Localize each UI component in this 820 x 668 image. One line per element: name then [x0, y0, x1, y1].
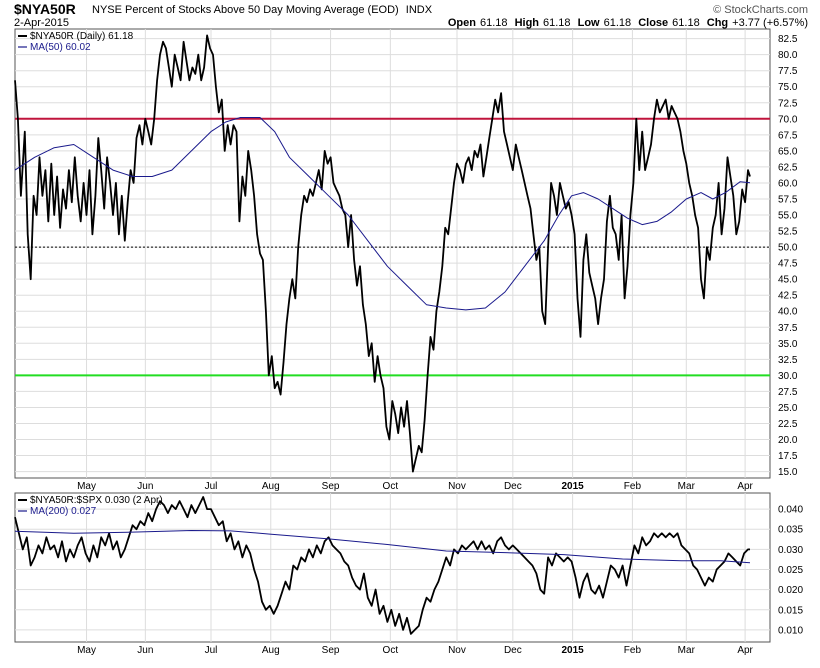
ratio-x-tick-label: Nov: [448, 645, 466, 656]
main-panel: May Jun Jul Aug Sep Oct Nov Dec 2015 Feb Mar Apr 82.…: [14, 28, 798, 492]
brand-watermark: © StockCharts.com: [713, 4, 808, 16]
chart-description: NYSE Percent of Stocks Above 50 Day Movi…: [92, 4, 432, 16]
close-label: Close: [638, 17, 669, 29]
main-series-ma: [14, 117, 751, 311]
quote-summary: Open 61.18 High 61.18 Low 61.18 Close 61.18 …: [444, 17, 808, 29]
main-y-tick-label: 52.5: [778, 227, 798, 238]
main-y-tick-label: 77.5: [778, 66, 798, 77]
high-value: 61.18: [543, 17, 571, 29]
main-y-tick-label: 80.0: [778, 50, 798, 61]
main-x-tick-label: Aug: [262, 481, 280, 492]
ratio-x-tick-label: 2015: [561, 645, 584, 656]
ratio-x-tick-label: Mar: [678, 645, 696, 656]
ratio-y-tick-label: 0.015: [778, 605, 803, 616]
ratio-x-tick-label: Jul: [205, 645, 218, 656]
main-y-tick-label: 67.5: [778, 130, 798, 141]
ratio-y-tick-label: 0.040: [778, 505, 803, 516]
ratio-x-tick-label: Feb: [624, 645, 642, 656]
ratio-y-tick-label: 0.030: [778, 545, 803, 556]
main-y-tick-label: 35.0: [778, 339, 798, 350]
main-x-tick-label: Nov: [448, 481, 466, 492]
ratio-y-tick-label: 0.020: [778, 585, 803, 596]
main-y-tick-label: 75.0: [778, 82, 798, 93]
open-label: Open: [447, 17, 476, 29]
main-y-tick-label: 55.0: [778, 211, 798, 222]
main-y-tick-label: 82.5: [778, 34, 798, 45]
description-text: NYSE Percent of Stocks Above 50 Day Movi…: [92, 4, 399, 16]
main-y-tick-label: 15.0: [778, 467, 798, 478]
main-y-tick-label: 37.5: [778, 323, 798, 334]
ratio-x-tick-label: May: [77, 645, 96, 656]
ratio-x-tick-label: Dec: [504, 645, 522, 656]
main-x-tick-label: Jul: [205, 481, 218, 492]
main-y-tick-label: 25.0: [778, 403, 798, 414]
ratio-y-tick-label: 0.025: [778, 565, 803, 576]
main-series-price: [14, 34, 751, 473]
main-y-tick-label: 62.5: [778, 162, 798, 173]
ratio-x-tick-label: Jun: [137, 645, 153, 656]
ratio-panel: May Jun Jul Aug Sep Oct Nov Dec 2015 Feb Mar Apr 0.0…: [14, 492, 803, 656]
main-frame: [14, 28, 771, 479]
main-y-tick-label: 65.0: [778, 146, 798, 157]
low-label: Low: [577, 17, 600, 29]
main-y-tick-label: 17.5: [778, 451, 798, 462]
exchange-text: INDX: [405, 4, 433, 16]
ratio-legend-label: MA(200) 0.027: [30, 506, 97, 517]
main-x-tick-label: Dec: [504, 481, 522, 492]
ratio-y-tick-label: 0.035: [778, 525, 803, 536]
main-y-tick-label: 47.5: [778, 259, 798, 270]
ticker-symbol: $NYA50R: [14, 1, 76, 17]
main-x-tick-label: Jun: [137, 481, 153, 492]
main-y-tick-label: 40.0: [778, 307, 798, 318]
main-x-tick-label: Mar: [678, 481, 696, 492]
ratio-frame: [14, 492, 771, 643]
main-x-tick-label: Oct: [383, 481, 399, 492]
ratio-x-tick-label: Aug: [262, 645, 280, 656]
main-y-tick-label: 20.0: [778, 435, 798, 446]
ratio-x-tick-label: Sep: [322, 645, 340, 656]
main-x-tick-label: Feb: [624, 481, 642, 492]
main-y-tick-label: 27.5: [778, 387, 798, 398]
main-legend-label: MA(50) 60.02: [30, 42, 91, 53]
ratio-y-tick-label: 0.010: [778, 625, 803, 636]
main-x-tick-label: Apr: [737, 481, 753, 492]
main-y-tick-label: 50.0: [778, 243, 798, 254]
main-y-tick-label: 45.0: [778, 275, 798, 286]
main-y-tick-label: 22.5: [778, 419, 798, 430]
chart-date: 2-Apr-2015: [14, 17, 70, 29]
main-x-tick-label: 2015: [561, 481, 584, 492]
main-x-tick-label: Sep: [322, 481, 340, 492]
ratio-x-tick-label: Oct: [383, 645, 399, 656]
chg-label: Chg: [706, 17, 729, 29]
chg-value: +3.77 (+6.57%): [732, 17, 808, 29]
close-value: 61.18: [672, 17, 700, 29]
main-y-tick-label: 57.5: [778, 194, 798, 205]
main-y-tick-label: 32.5: [778, 355, 798, 366]
main-y-tick-label: 30.0: [778, 371, 798, 382]
main-legend-label: $NYA50R (Daily) 61.18: [30, 31, 134, 42]
high-label: High: [514, 17, 540, 29]
ratio-series-price: [14, 496, 750, 635]
main-y-tick-label: 70.0: [778, 114, 798, 125]
ratio-series-ma: [14, 530, 751, 564]
ratio-legend-label: $NYA50R:$SPX 0.030 (2 Apr): [30, 495, 163, 506]
ratio-x-tick-label: Apr: [737, 645, 753, 656]
main-y-tick-label: 42.5: [778, 291, 798, 302]
main-y-tick-label: 60.0: [778, 178, 798, 189]
main-x-tick-label: May: [77, 481, 96, 492]
open-value: 61.18: [479, 17, 508, 29]
low-value: 61.18: [603, 17, 632, 29]
main-y-tick-label: 72.5: [778, 98, 798, 109]
